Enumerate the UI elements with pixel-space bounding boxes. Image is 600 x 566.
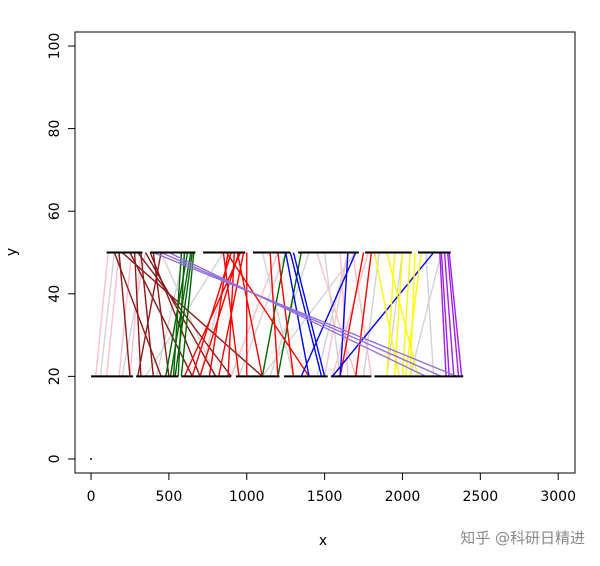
link-segment [269, 252, 279, 377]
link-segment [386, 252, 419, 377]
link-segment [238, 252, 287, 377]
link-segment [440, 252, 450, 377]
link-segment [169, 252, 192, 377]
link-segment [149, 252, 201, 377]
link-segment [105, 252, 120, 377]
x-tick-label: 1000 [229, 489, 265, 505]
y-tick-label: 0 [47, 454, 63, 463]
link-segment [446, 252, 460, 377]
y-tick-label: 80 [47, 120, 63, 138]
link-segment [362, 252, 380, 377]
x-axis-label: x [319, 533, 327, 549]
link-segment [331, 252, 435, 377]
link-segment [99, 252, 116, 377]
link-segment [339, 252, 349, 377]
link-segment [113, 252, 162, 377]
x-tick-label: 2000 [385, 489, 421, 505]
link-segment [183, 252, 242, 377]
y-tick-label: 40 [47, 285, 63, 303]
x-tick-label: 1500 [307, 489, 343, 505]
link-segment [401, 252, 411, 377]
watermark: 知乎 @科研日精进 [460, 529, 585, 547]
link-segment [351, 252, 373, 377]
link-segment [261, 252, 295, 377]
link-segment [409, 252, 443, 377]
link-segment [177, 252, 186, 377]
link-segment [129, 252, 142, 377]
link-segment [439, 252, 447, 377]
point [90, 457, 93, 460]
link-segment [225, 252, 310, 377]
link-segment [448, 252, 463, 377]
link-segment [355, 252, 373, 377]
link-segment [160, 251, 442, 378]
x-tick-label: 0 [87, 489, 96, 505]
link-segment [174, 252, 193, 377]
x-tick-label: 2500 [463, 489, 499, 505]
link-segment [425, 252, 435, 377]
link-segment [277, 252, 302, 377]
link-segment [339, 252, 365, 377]
link-segment [118, 252, 131, 377]
link-segment [140, 252, 155, 377]
link-segment [172, 252, 183, 377]
link-segment [292, 252, 326, 377]
link-segment [386, 252, 396, 377]
link-segment [409, 252, 416, 377]
link-segment [323, 252, 341, 377]
link-segment [236, 252, 264, 377]
link-segment [153, 251, 458, 378]
link-segment [277, 252, 295, 377]
link-segment [199, 252, 240, 377]
y-tick-label: 60 [47, 202, 63, 220]
link-segment [121, 251, 263, 377]
link-segment [137, 252, 162, 377]
x-tick-label: 500 [156, 489, 183, 505]
link-segment [331, 252, 369, 377]
link-segment [137, 252, 232, 377]
link-segment [180, 252, 195, 377]
link-segment [386, 252, 404, 377]
link-segment [95, 252, 109, 377]
link-segment [118, 252, 133, 377]
link-segment [129, 252, 193, 377]
link-segment [208, 252, 229, 377]
link-segment [121, 252, 147, 377]
link-segment [168, 251, 427, 378]
y-tick-label: 100 [47, 33, 63, 60]
x-tick-label: 3000 [540, 489, 576, 505]
link-segment [443, 252, 455, 377]
y-tick-label: 20 [47, 367, 63, 385]
y-axis-label: y [4, 248, 20, 256]
link-segment [222, 252, 240, 377]
